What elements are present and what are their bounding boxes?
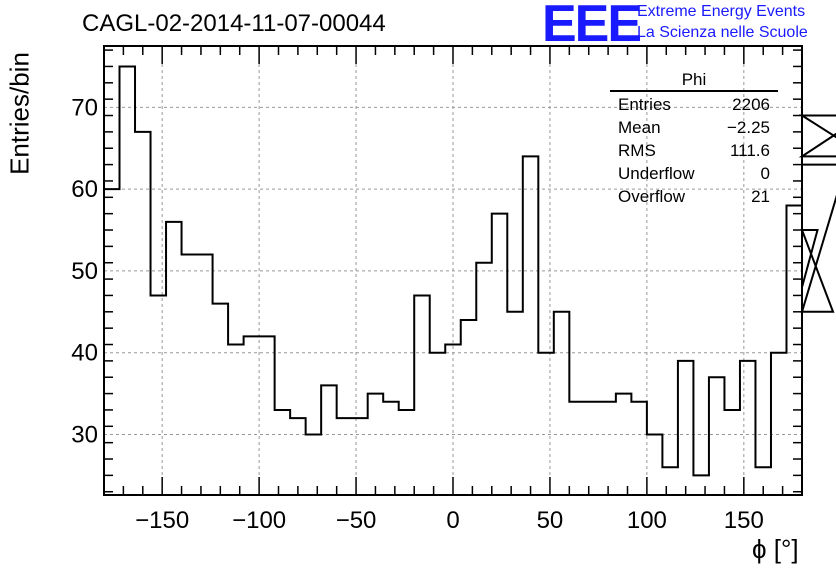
- stats-value: 111.6: [729, 141, 770, 160]
- x-tick-label: 150: [724, 507, 764, 534]
- stats-divider: [610, 90, 778, 92]
- x-tick-label: 50: [537, 507, 564, 534]
- stats-value: 2206: [732, 95, 770, 114]
- y-axis-label: Entries/bin: [4, 52, 35, 175]
- stats-label: Overflow: [618, 187, 686, 206]
- y-tick-label: 30: [71, 421, 98, 448]
- eee-logo: EEE: [542, 0, 642, 53]
- x-tick-label: −100: [232, 507, 286, 534]
- grid-lines: [104, 46, 802, 495]
- x-axis-label: ϕ [°]: [752, 534, 799, 564]
- x-axis-ticks: −150 −100 −50 0 50 100 150: [103, 46, 803, 534]
- logo-line-2: La Scienza nelle Scuole: [637, 24, 808, 41]
- stats-row-rms: RMS 111.6: [610, 139, 778, 162]
- stats-label: Underflow: [618, 164, 695, 183]
- stats-box: Phi Entries 2206 Mean −2.25 RMS 111.6 Under…: [610, 70, 778, 208]
- stats-row-underflow: Underflow 0: [610, 162, 778, 185]
- stats-row-mean: Mean −2.25: [610, 116, 778, 139]
- stats-label: Mean: [618, 118, 661, 137]
- stats-label: RMS: [618, 141, 656, 160]
- stats-row-overflow: Overflow 21: [610, 185, 778, 208]
- stats-row-entries: Entries 2206: [610, 93, 778, 116]
- y-tick-label: 70: [71, 94, 98, 121]
- chart-title: CAGL-02-2014-11-07-00044: [82, 10, 386, 37]
- stats-name: Phi: [681, 70, 707, 89]
- x-tick-label: 100: [627, 507, 667, 534]
- y-tick-label: 40: [71, 340, 98, 367]
- stats-value: 21: [751, 187, 770, 206]
- x-tick-label: −50: [336, 507, 377, 534]
- logo-line-1: Extreme Energy Events: [637, 3, 806, 20]
- histogram-line: [104, 65, 836, 477]
- y-tick-label: 50: [71, 258, 98, 285]
- y-axis-ticks: 30 40 50 60 70: [71, 49, 802, 493]
- stats-value: −2.25: [726, 118, 770, 137]
- y-tick-label: 60: [71, 176, 98, 203]
- plot-frame: [103, 45, 803, 496]
- x-tick-label: 0: [446, 507, 459, 534]
- x-tick-label: −150: [135, 507, 189, 534]
- stats-value: 0: [760, 164, 770, 183]
- stats-label: Entries: [618, 95, 671, 114]
